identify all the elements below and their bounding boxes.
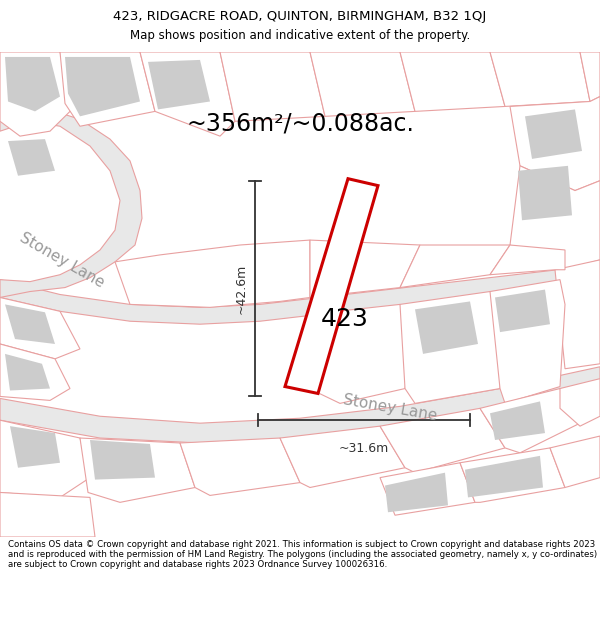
Polygon shape [560, 379, 600, 426]
Polygon shape [415, 301, 478, 354]
Polygon shape [510, 166, 600, 270]
Polygon shape [305, 304, 415, 403]
Text: Contains OS data © Crown copyright and database right 2021. This information is : Contains OS data © Crown copyright and d… [8, 539, 597, 569]
Polygon shape [510, 96, 600, 191]
Polygon shape [490, 279, 565, 403]
Polygon shape [400, 291, 505, 403]
Polygon shape [0, 344, 70, 401]
Polygon shape [380, 408, 505, 472]
Text: Stoney Lane: Stoney Lane [342, 392, 438, 424]
Polygon shape [148, 60, 210, 109]
Polygon shape [90, 440, 155, 479]
Polygon shape [8, 139, 55, 176]
Polygon shape [10, 426, 60, 468]
Polygon shape [580, 52, 600, 101]
Polygon shape [550, 436, 600, 488]
Polygon shape [180, 438, 300, 496]
Polygon shape [400, 52, 505, 111]
Polygon shape [0, 298, 80, 359]
Polygon shape [490, 401, 545, 440]
Polygon shape [115, 240, 310, 308]
Polygon shape [555, 260, 600, 369]
Polygon shape [495, 289, 550, 332]
Polygon shape [385, 472, 448, 512]
Polygon shape [285, 179, 378, 394]
Text: Stoney Lane: Stoney Lane [17, 229, 107, 290]
Polygon shape [5, 354, 50, 391]
Polygon shape [310, 52, 415, 116]
Polygon shape [0, 52, 75, 136]
Polygon shape [0, 109, 142, 298]
Polygon shape [380, 462, 475, 515]
Polygon shape [0, 492, 95, 537]
Polygon shape [310, 240, 420, 298]
Text: ~356m²/~0.088ac.: ~356m²/~0.088ac. [186, 111, 414, 135]
Text: ~31.6m: ~31.6m [339, 442, 389, 455]
Text: ~42.6m: ~42.6m [235, 263, 248, 314]
Polygon shape [140, 52, 235, 136]
Polygon shape [280, 426, 405, 488]
Text: 423, RIDGACRE ROAD, QUINTON, BIRMINGHAM, B32 1QJ: 423, RIDGACRE ROAD, QUINTON, BIRMINGHAM,… [113, 11, 487, 23]
Polygon shape [490, 245, 565, 275]
Polygon shape [5, 304, 55, 344]
Polygon shape [480, 389, 580, 453]
Polygon shape [400, 245, 510, 288]
Polygon shape [0, 420, 90, 498]
Polygon shape [60, 52, 155, 126]
Polygon shape [65, 57, 140, 116]
Text: Map shows position and indicative extent of the property.: Map shows position and indicative extent… [130, 29, 470, 42]
Polygon shape [0, 265, 600, 324]
Polygon shape [80, 438, 195, 503]
Polygon shape [518, 166, 572, 220]
Polygon shape [465, 456, 543, 498]
Polygon shape [525, 109, 582, 159]
Polygon shape [460, 448, 565, 503]
Polygon shape [490, 52, 590, 106]
Text: 423: 423 [321, 308, 369, 331]
Polygon shape [0, 367, 600, 443]
Polygon shape [220, 52, 325, 121]
Polygon shape [5, 57, 60, 111]
